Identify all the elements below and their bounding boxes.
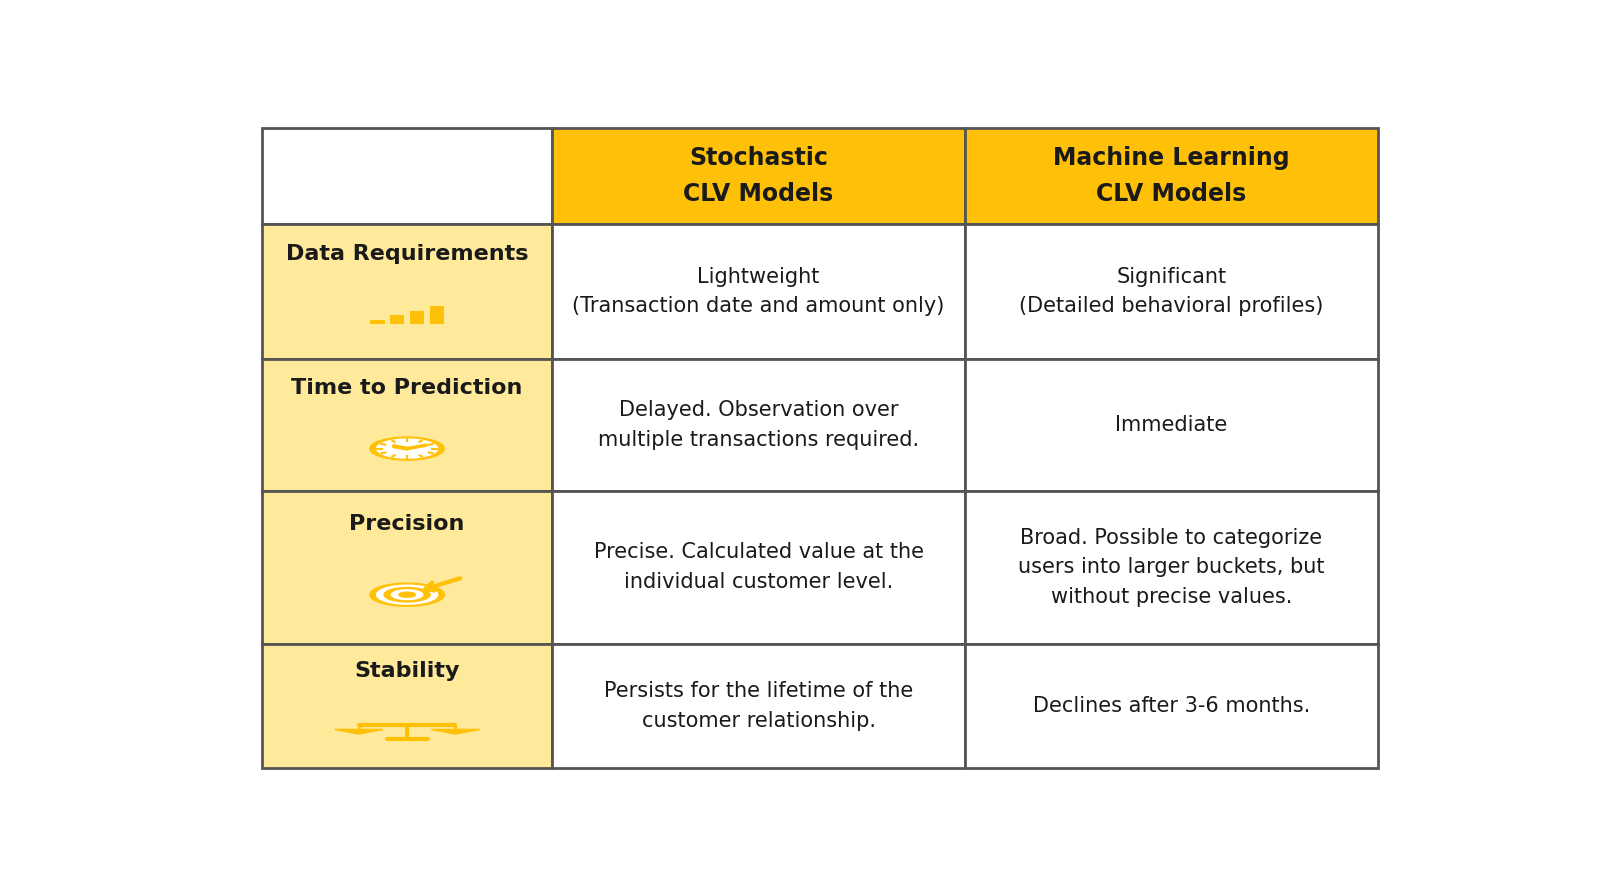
Bar <box>965 128 1378 224</box>
Bar <box>410 311 424 325</box>
Polygon shape <box>398 592 416 597</box>
Bar <box>552 644 965 768</box>
Text: Data Requirements: Data Requirements <box>286 244 528 264</box>
Bar <box>262 359 552 491</box>
Bar <box>552 359 965 491</box>
Text: Broad. Possible to categorize
users into larger buckets, but
without precise val: Broad. Possible to categorize users into… <box>1018 527 1325 607</box>
Bar <box>429 306 443 325</box>
Polygon shape <box>392 590 422 600</box>
Text: Stochastic
CLV Models: Stochastic CLV Models <box>683 147 834 206</box>
Bar <box>965 224 1378 359</box>
Bar <box>965 359 1378 491</box>
Text: Immediate: Immediate <box>1115 415 1227 434</box>
Bar <box>262 491 552 644</box>
Bar <box>552 128 965 224</box>
Polygon shape <box>432 730 480 734</box>
Polygon shape <box>376 439 437 458</box>
Bar <box>552 491 965 644</box>
Bar <box>390 315 405 325</box>
Bar <box>965 491 1378 644</box>
Text: Time to Prediction: Time to Prediction <box>291 378 523 398</box>
Text: Precision: Precision <box>349 514 464 535</box>
Text: Persists for the lifetime of the
customer relationship.: Persists for the lifetime of the custome… <box>603 681 914 730</box>
Bar <box>262 128 552 224</box>
Bar <box>262 644 552 768</box>
Polygon shape <box>376 586 437 604</box>
Bar <box>371 319 384 325</box>
Text: Precise. Calculated value at the
individual customer level.: Precise. Calculated value at the individ… <box>594 543 923 592</box>
Text: Significant
(Detailed behavioral profiles): Significant (Detailed behavioral profile… <box>1019 266 1323 316</box>
Polygon shape <box>334 730 382 734</box>
Text: Declines after 3-6 months.: Declines after 3-6 months. <box>1034 696 1310 716</box>
Bar <box>552 224 965 359</box>
Text: Lightweight
(Transaction date and amount only): Lightweight (Transaction date and amount… <box>573 266 946 316</box>
Bar <box>262 224 552 359</box>
Polygon shape <box>384 587 430 602</box>
Text: Delayed. Observation over
multiple transactions required.: Delayed. Observation over multiple trans… <box>598 401 918 450</box>
Text: Stability: Stability <box>354 661 459 681</box>
Polygon shape <box>370 437 445 460</box>
Text: Machine Learning
CLV Models: Machine Learning CLV Models <box>1053 147 1290 206</box>
Bar <box>965 644 1378 768</box>
Polygon shape <box>370 583 445 606</box>
